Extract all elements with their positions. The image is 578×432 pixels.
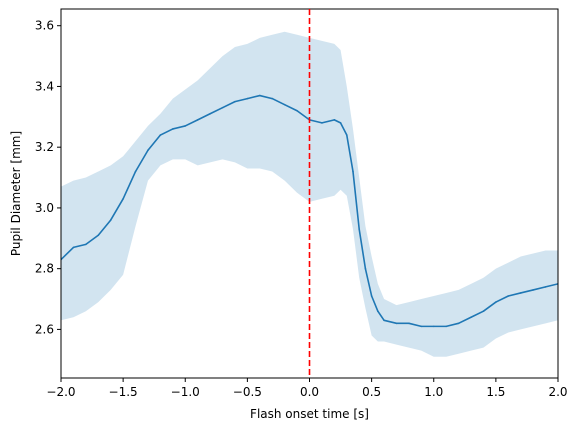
data-point xyxy=(352,170,354,173)
y-axis-label: Pupil Diameter [mm] xyxy=(9,131,23,256)
data-point xyxy=(345,134,348,136)
x-tick-label: −2.0 xyxy=(46,385,75,399)
x-tick-label: 0.5 xyxy=(362,385,381,399)
data-point xyxy=(109,219,112,221)
data-point xyxy=(97,234,100,237)
data-point xyxy=(457,322,460,325)
data-point xyxy=(482,310,485,312)
data-point xyxy=(519,292,522,294)
x-tick-label: 2.0 xyxy=(548,385,567,399)
data-point xyxy=(259,94,261,97)
data-point xyxy=(196,119,199,121)
data-point xyxy=(221,106,224,109)
y-tick-label: 3.4 xyxy=(35,79,54,93)
data-point xyxy=(507,295,510,297)
data-point xyxy=(445,325,447,328)
data-point xyxy=(72,246,75,249)
data-point xyxy=(432,325,435,328)
data-point xyxy=(283,103,286,106)
x-tick-label: −0.5 xyxy=(233,385,262,399)
data-point xyxy=(85,243,87,246)
data-point xyxy=(321,122,323,124)
data-point xyxy=(544,286,547,288)
data-point xyxy=(271,97,274,100)
data-point xyxy=(395,322,398,325)
data-point xyxy=(122,198,124,200)
y-tick-label: 2.8 xyxy=(35,262,54,276)
data-point xyxy=(234,100,236,103)
data-point xyxy=(420,325,423,328)
data-point xyxy=(209,112,211,115)
x-tick-label: −1.0 xyxy=(171,385,200,399)
data-point xyxy=(364,267,367,270)
data-point xyxy=(495,301,497,303)
data-point xyxy=(408,322,410,325)
data-point xyxy=(184,125,187,127)
y-tick-label: 3.0 xyxy=(35,201,54,215)
data-point xyxy=(296,109,298,112)
data-point xyxy=(470,316,472,319)
data-point xyxy=(134,170,137,173)
data-point xyxy=(383,319,385,322)
data-point xyxy=(377,310,379,312)
data-point xyxy=(532,289,534,291)
y-tick-label: 2.6 xyxy=(35,322,54,336)
y-tick-label: 3.2 xyxy=(35,140,54,154)
data-point xyxy=(358,228,361,230)
data-point xyxy=(333,119,336,121)
x-axis-label: Flash onset time [s] xyxy=(250,407,369,421)
data-point xyxy=(370,295,373,297)
data-point xyxy=(159,134,162,136)
x-tick-label: 0.0 xyxy=(300,385,319,399)
x-tick-label: −1.5 xyxy=(109,385,138,399)
data-point xyxy=(339,122,342,124)
y-tick-label: 3.6 xyxy=(35,19,54,33)
data-point xyxy=(172,128,174,130)
x-tick-label: 1.5 xyxy=(486,385,505,399)
data-point xyxy=(147,149,149,152)
x-tick-label: 1.0 xyxy=(424,385,443,399)
data-point xyxy=(246,97,249,100)
